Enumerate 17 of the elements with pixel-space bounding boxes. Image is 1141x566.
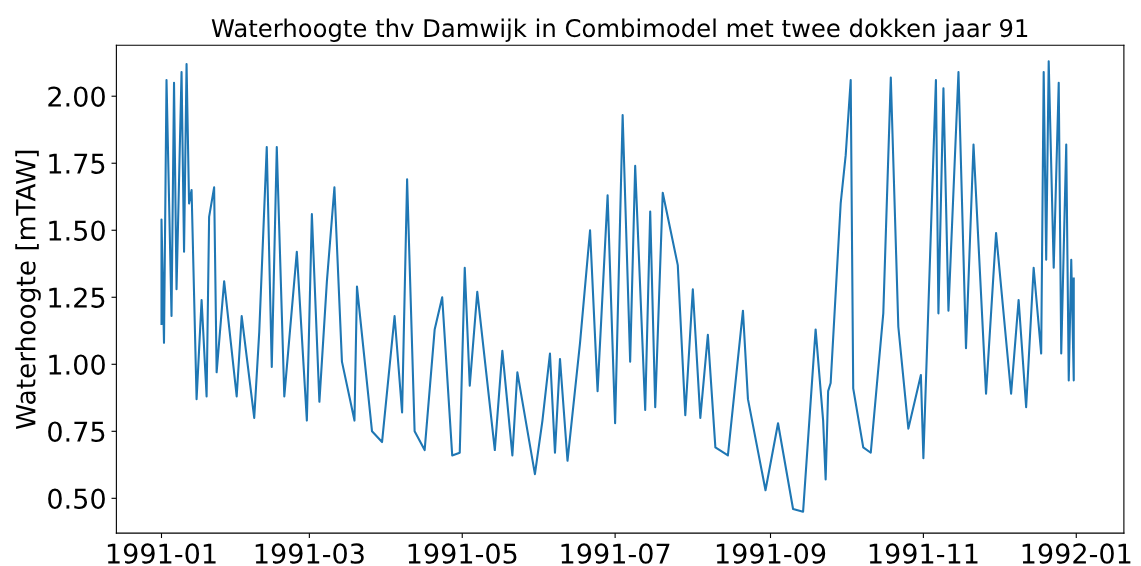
line-series xyxy=(160,60,1075,513)
x-tick-label: 1991-05 xyxy=(408,543,517,564)
y-axis-title: Waterhoogte [mTAW] xyxy=(15,150,41,430)
y-tick-label: 1.50 xyxy=(49,220,105,241)
chart-title: Waterhoogte thv Damwijk in Combimodel met twee dokken jaar 91 xyxy=(211,18,1028,42)
x-tick-label: 1991-01 xyxy=(107,543,216,564)
y-tick-label: 1.75 xyxy=(49,153,105,174)
y-tick-label: 2.00 xyxy=(48,86,105,107)
y-tick-label: 1.00 xyxy=(49,354,105,375)
y-tick-label: 0.75 xyxy=(48,421,105,442)
x-tick-label: 1991-09 xyxy=(716,543,826,564)
x-tick-label: 1991-11 xyxy=(869,543,978,564)
y-tick-label: 1.25 xyxy=(49,287,105,308)
x-tick-label: 1992-01 xyxy=(1022,543,1131,564)
x-tick-label: 1991-03 xyxy=(255,543,364,564)
x-tick-label: 1991-07 xyxy=(561,543,670,564)
y-tick-label: 0.50 xyxy=(48,488,105,509)
